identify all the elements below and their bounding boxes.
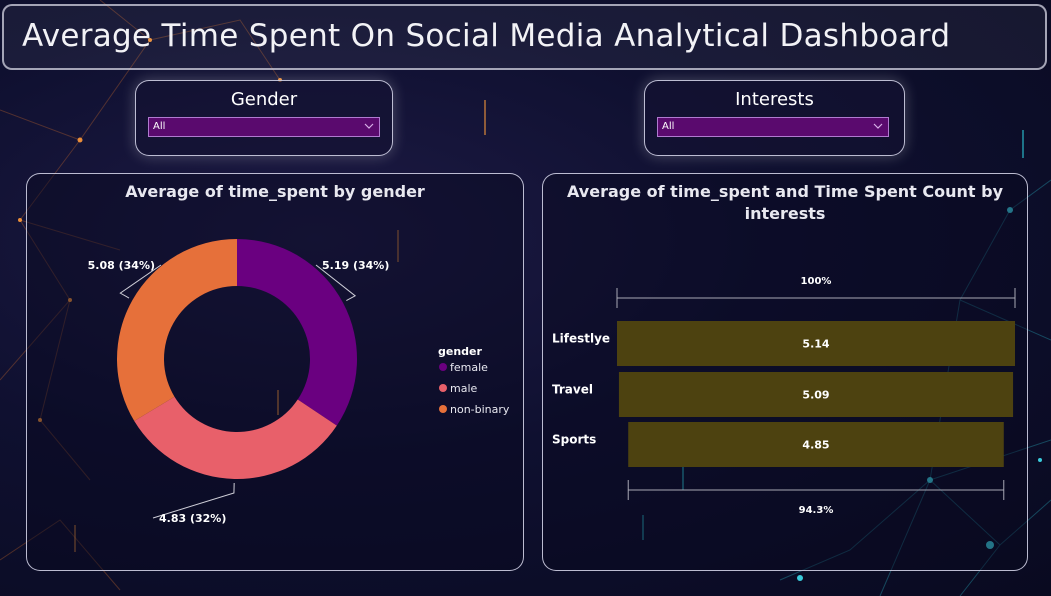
- legend-title: gender: [438, 345, 483, 358]
- bar-chart: 100% 5.14 Lifestlye 5.09 Travel 4.85 Sports 94.…: [552, 276, 1016, 516]
- interests-dropdown-value: All: [662, 121, 675, 132]
- legend-item-female[interactable]: female: [450, 361, 488, 374]
- interests-slicer-label: Interests: [735, 89, 814, 110]
- legend-marker: [439, 363, 447, 371]
- leader-line: [152, 482, 235, 519]
- bar-value-label: 4.85: [802, 439, 829, 452]
- leader-line: [315, 264, 357, 301]
- bar-chart-title: Average of time_spent and Time Spent Cou…: [566, 182, 1004, 223]
- bar-Sports[interactable]: [628, 422, 1004, 467]
- donut-slice-non-binary[interactable]: [117, 239, 237, 422]
- bar-Travel[interactable]: [618, 372, 1014, 417]
- bottom-bracket: [627, 480, 1005, 500]
- legend-item-non-binary[interactable]: non-binary: [450, 403, 510, 416]
- donut-slice-female[interactable]: [237, 239, 358, 426]
- bar-value-label: 5.14: [802, 338, 829, 351]
- donut-chart: 5.19 (34%) 4.83 (32%) 5.08 (34%) gender fema…: [88, 239, 510, 525]
- bar-Lifestlye[interactable]: [617, 321, 1015, 366]
- gender-dropdown-value: All: [153, 121, 166, 132]
- title-bar: Average Time Spent On Social Media Analy…: [2, 4, 1047, 70]
- gender-slicer: Gender All: [135, 80, 393, 156]
- leader-line: [119, 264, 162, 299]
- interests-dropdown[interactable]: All: [657, 117, 889, 137]
- page-title: Average Time Spent On Social Media Analy…: [22, 18, 951, 54]
- chevron-down-icon: [364, 123, 374, 129]
- gender-dropdown[interactable]: All: [148, 117, 380, 137]
- data-label: 5.08 (34%): [88, 259, 155, 272]
- category-label: Lifestlye: [552, 332, 610, 346]
- interests-slicer: Interests All: [644, 80, 905, 156]
- data-label: 5.19 (34%): [322, 259, 389, 272]
- gender-slicer-label: Gender: [230, 89, 298, 110]
- bar-value-label: 5.09: [802, 389, 829, 402]
- bottom-percent-label: 94.3%: [799, 505, 834, 516]
- chevron-down-icon: [873, 123, 883, 129]
- donut-slice-male[interactable]: [134, 396, 337, 479]
- top-percent-label: 100%: [801, 276, 832, 287]
- top-bracket: [616, 288, 1016, 308]
- bar-chart-card: Average of time_spent and Time Spent Cou…: [542, 173, 1028, 571]
- donut-chart-title: Average of time_spent by gender: [125, 182, 425, 201]
- legend-item-male[interactable]: male: [450, 382, 478, 395]
- legend-marker: [439, 384, 447, 392]
- data-label: 4.83 (32%): [159, 512, 226, 525]
- category-label: Sports: [552, 433, 596, 447]
- category-label: Travel: [552, 383, 593, 397]
- donut-chart-card: Average of time_spent by gender 5.19 (34…: [26, 173, 524, 571]
- legend-marker: [439, 405, 447, 413]
